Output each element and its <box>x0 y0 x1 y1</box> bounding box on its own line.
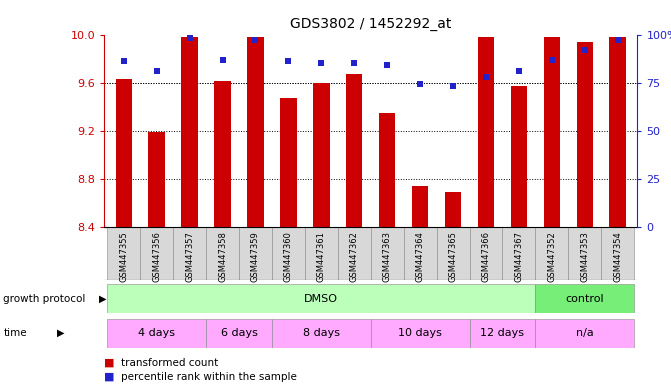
Bar <box>445 192 461 227</box>
Bar <box>239 227 272 280</box>
Text: GSM447352: GSM447352 <box>548 231 556 281</box>
Bar <box>404 227 437 280</box>
Bar <box>609 37 626 227</box>
Text: GSM447356: GSM447356 <box>152 231 161 282</box>
Text: GSM447354: GSM447354 <box>613 231 622 281</box>
Bar <box>181 37 198 227</box>
Bar <box>370 227 404 280</box>
Text: GSM447360: GSM447360 <box>284 231 293 282</box>
Bar <box>272 227 305 280</box>
Title: GDS3802 / 1452292_at: GDS3802 / 1452292_at <box>290 17 452 31</box>
Bar <box>247 37 264 227</box>
Text: ▶: ▶ <box>99 293 107 304</box>
Text: time: time <box>3 328 27 338</box>
Bar <box>107 319 206 348</box>
Bar <box>140 227 173 280</box>
Bar <box>206 319 272 348</box>
Bar <box>370 319 470 348</box>
Text: 6 days: 6 days <box>221 328 258 338</box>
Text: GSM447364: GSM447364 <box>415 231 425 282</box>
Bar <box>173 227 206 280</box>
Bar <box>272 319 370 348</box>
Bar <box>214 81 231 227</box>
Bar <box>544 37 560 227</box>
Bar <box>470 227 503 280</box>
Bar <box>338 227 370 280</box>
Text: 4 days: 4 days <box>138 328 175 338</box>
Text: percentile rank within the sample: percentile rank within the sample <box>121 372 297 382</box>
Bar <box>107 284 535 313</box>
Bar <box>535 284 634 313</box>
Text: ▶: ▶ <box>57 328 64 338</box>
Bar <box>511 86 527 227</box>
Text: GSM447359: GSM447359 <box>251 231 260 281</box>
Text: GSM447357: GSM447357 <box>185 231 194 282</box>
Bar <box>148 132 165 227</box>
Bar <box>437 227 470 280</box>
Text: transformed count: transformed count <box>121 358 218 368</box>
Text: growth protocol: growth protocol <box>3 293 86 304</box>
Text: 8 days: 8 days <box>303 328 340 338</box>
Bar <box>478 37 495 227</box>
Text: GSM447365: GSM447365 <box>448 231 458 282</box>
Bar <box>107 227 140 280</box>
Bar <box>412 186 428 227</box>
Text: GSM447362: GSM447362 <box>350 231 359 282</box>
Bar <box>379 113 395 227</box>
Bar <box>503 227 535 280</box>
Bar <box>280 98 297 227</box>
Bar <box>346 74 362 227</box>
Text: GSM447361: GSM447361 <box>317 231 326 282</box>
Text: GSM447358: GSM447358 <box>218 231 227 282</box>
Bar <box>115 79 132 227</box>
Bar <box>535 319 634 348</box>
Text: GSM447353: GSM447353 <box>580 231 589 282</box>
Text: GSM447363: GSM447363 <box>382 231 392 282</box>
Text: 10 days: 10 days <box>398 328 442 338</box>
Bar <box>313 83 329 227</box>
Bar <box>535 227 568 280</box>
Bar <box>305 227 338 280</box>
Text: n/a: n/a <box>576 328 594 338</box>
Text: DMSO: DMSO <box>305 293 338 304</box>
Text: GSM447366: GSM447366 <box>482 231 491 282</box>
Text: ■: ■ <box>104 372 115 382</box>
Bar <box>206 227 239 280</box>
Bar <box>576 42 593 227</box>
Text: GSM447367: GSM447367 <box>515 231 523 282</box>
Bar <box>601 227 634 280</box>
Text: ■: ■ <box>104 358 115 368</box>
Text: GSM447355: GSM447355 <box>119 231 128 281</box>
Text: control: control <box>566 293 604 304</box>
Text: 12 days: 12 days <box>480 328 525 338</box>
Bar <box>470 319 535 348</box>
Bar <box>568 227 601 280</box>
